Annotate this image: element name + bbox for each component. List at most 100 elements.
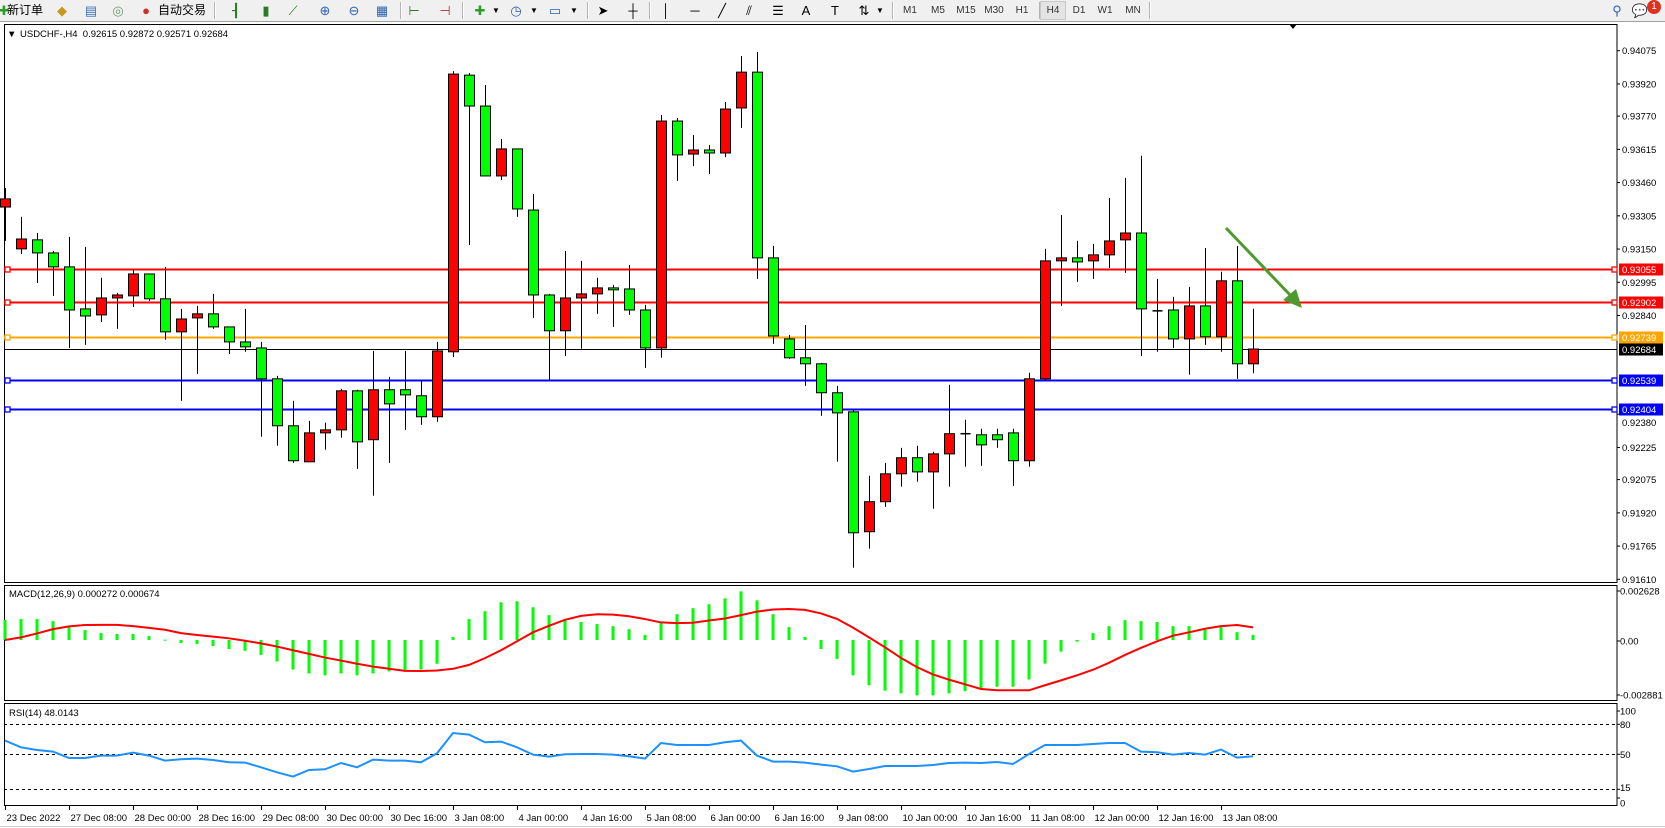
- templates-icon[interactable]: ▭: [548, 3, 562, 18]
- new-order-icon[interactable]: ✚: [0, 3, 10, 18]
- candle[interactable]: [688, 134, 699, 167]
- candle[interactable]: [608, 284, 619, 327]
- candle[interactable]: [32, 232, 43, 283]
- candle[interactable]: [672, 118, 683, 181]
- candle[interactable]: [960, 419, 971, 467]
- candle[interactable]: [1248, 308, 1259, 374]
- indicators-icon[interactable]: ✚: [474, 3, 486, 18]
- candle[interactable]: [64, 236, 75, 348]
- candle[interactable]: [976, 428, 987, 466]
- candle[interactable]: [816, 362, 827, 416]
- candle[interactable]: [352, 389, 363, 469]
- symbol-dropdown-icon[interactable]: ▼: [7, 29, 16, 40]
- rsi-panel[interactable]: [4, 724, 1617, 790]
- zoom-in-icon[interactable]: ⊕: [319, 3, 331, 18]
- zoom-out-icon[interactable]: ⊖: [348, 3, 360, 18]
- candle[interactable]: [720, 101, 731, 158]
- candle[interactable]: [768, 245, 779, 344]
- candle[interactable]: [496, 139, 507, 181]
- candle[interactable]: [1072, 240, 1083, 282]
- candle[interactable]: [1040, 248, 1051, 381]
- candle[interactable]: [992, 428, 1003, 448]
- bar-chart-icon[interactable]: ┨: [232, 3, 240, 18]
- candle[interactable]: [576, 260, 587, 349]
- candle[interactable]: [912, 445, 923, 482]
- candle[interactable]: [320, 422, 331, 450]
- line-handle[interactable]: [4, 377, 11, 384]
- new-order-button[interactable]: 新订单: [7, 3, 44, 17]
- candle[interactable]: [704, 145, 715, 175]
- line-handle[interactable]: [1611, 266, 1618, 273]
- candle[interactable]: [1168, 296, 1179, 348]
- timeframe-d1[interactable]: D1: [1072, 5, 1086, 16]
- market-watch-icon[interactable]: ◆: [57, 3, 67, 18]
- candle[interactable]: [896, 447, 907, 487]
- timeframe-m5[interactable]: M5: [931, 5, 945, 16]
- arrows-dropdown-icon[interactable]: ▼: [876, 6, 884, 15]
- chart-shift-marker[interactable]: [1289, 24, 1297, 29]
- timeframe-m15[interactable]: M15: [956, 5, 976, 16]
- candle[interactable]: [592, 277, 603, 314]
- candle[interactable]: [1056, 214, 1067, 306]
- candle[interactable]: [800, 324, 811, 386]
- candle[interactable]: [560, 251, 571, 356]
- auto-trading-button[interactable]: 自动交易: [158, 3, 207, 17]
- auto-trading-icon[interactable]: ●: [142, 3, 150, 18]
- arrow-head[interactable]: [1283, 289, 1302, 308]
- search-icon[interactable]: ⚲: [1612, 3, 1622, 18]
- candlestick-icon[interactable]: ▮: [262, 3, 270, 18]
- equidistant-channel-icon[interactable]: ⫽: [746, 3, 752, 18]
- candle[interactable]: [80, 246, 91, 345]
- candle[interactable]: [0, 187, 11, 241]
- candle[interactable]: [400, 350, 411, 430]
- fibonacci-icon[interactable]: ☰: [772, 3, 784, 18]
- candle[interactable]: [224, 326, 235, 354]
- notification-badge[interactable]: 1: [1647, 0, 1661, 14]
- line-handle[interactable]: [4, 334, 11, 341]
- candle[interactable]: [384, 376, 395, 463]
- candle[interactable]: [272, 375, 283, 446]
- line-handle[interactable]: [1611, 377, 1618, 384]
- candle[interactable]: [944, 384, 955, 487]
- cursor-icon[interactable]: ➤: [597, 3, 609, 18]
- price-chart[interactable]: [0, 51, 1618, 568]
- candle[interactable]: [480, 85, 491, 177]
- candle[interactable]: [96, 277, 107, 322]
- candle[interactable]: [192, 305, 203, 374]
- timeframe-m1[interactable]: M1: [903, 5, 917, 16]
- chat-icon[interactable]: 💬: [1631, 3, 1649, 18]
- candle[interactable]: [624, 264, 635, 315]
- candle[interactable]: [848, 409, 859, 568]
- candle[interactable]: [640, 304, 651, 368]
- candle[interactable]: [240, 308, 251, 352]
- candle[interactable]: [208, 293, 219, 329]
- timeframe-mn[interactable]: MN: [1125, 5, 1141, 16]
- candle[interactable]: [864, 475, 875, 549]
- arrow-shaft[interactable]: [1224, 226, 1294, 299]
- templates-dropdown-icon[interactable]: ▼: [570, 6, 578, 15]
- timeframe-w1[interactable]: W1: [1097, 5, 1113, 16]
- candle[interactable]: [416, 379, 427, 425]
- arrows-icon[interactable]: ⇅: [858, 3, 870, 18]
- candle[interactable]: [176, 308, 187, 401]
- trendline-icon[interactable]: ╱: [718, 3, 726, 18]
- candle[interactable]: [656, 115, 667, 358]
- candle[interactable]: [1008, 428, 1019, 486]
- candle[interactable]: [48, 251, 59, 296]
- crosshair-icon[interactable]: ┼: [628, 3, 638, 18]
- line-handle[interactable]: [4, 406, 11, 413]
- candle[interactable]: [144, 273, 155, 301]
- candle[interactable]: [1232, 245, 1243, 379]
- candle[interactable]: [1136, 155, 1147, 356]
- candle[interactable]: [752, 51, 763, 279]
- candle[interactable]: [1024, 372, 1035, 467]
- candle[interactable]: [1120, 177, 1131, 273]
- candle[interactable]: [1200, 247, 1211, 345]
- line-chart-icon[interactable]: ⟋: [288, 3, 298, 18]
- line-handle[interactable]: [4, 299, 11, 306]
- candle[interactable]: [1104, 198, 1115, 268]
- candle[interactable]: [1216, 271, 1227, 352]
- candle[interactable]: [1152, 278, 1163, 352]
- candle[interactable]: [16, 216, 27, 255]
- indicators-dropdown-icon[interactable]: ▼: [492, 6, 500, 15]
